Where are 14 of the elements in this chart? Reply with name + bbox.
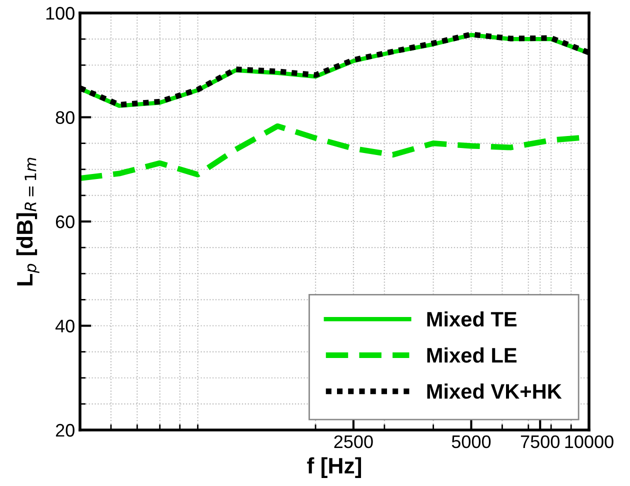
x-tick-label: 5000	[452, 435, 491, 448]
y-axis-title: L$_{p}$ [dB]$_{R=1m}$	[16, 158, 40, 286]
legend-label: Mixed TE	[427, 311, 517, 327]
y-tick-label: 40	[55, 320, 74, 332]
x-axis-title: f [Hz]	[307, 457, 362, 478]
y-tick-label: 60	[56, 215, 74, 228]
x-tick-label: 7500	[520, 435, 560, 448]
x-tick-label: 2500	[334, 435, 373, 448]
y-tick-label: 20	[56, 424, 74, 437]
y-tick-label: 100	[46, 6, 74, 20]
x-tick-label: 10000	[565, 435, 614, 448]
legend-label: Mixed LE	[427, 347, 517, 363]
legend-label: Mixed VK+HK	[427, 383, 562, 399]
y-tick-label: 80	[56, 111, 74, 124]
